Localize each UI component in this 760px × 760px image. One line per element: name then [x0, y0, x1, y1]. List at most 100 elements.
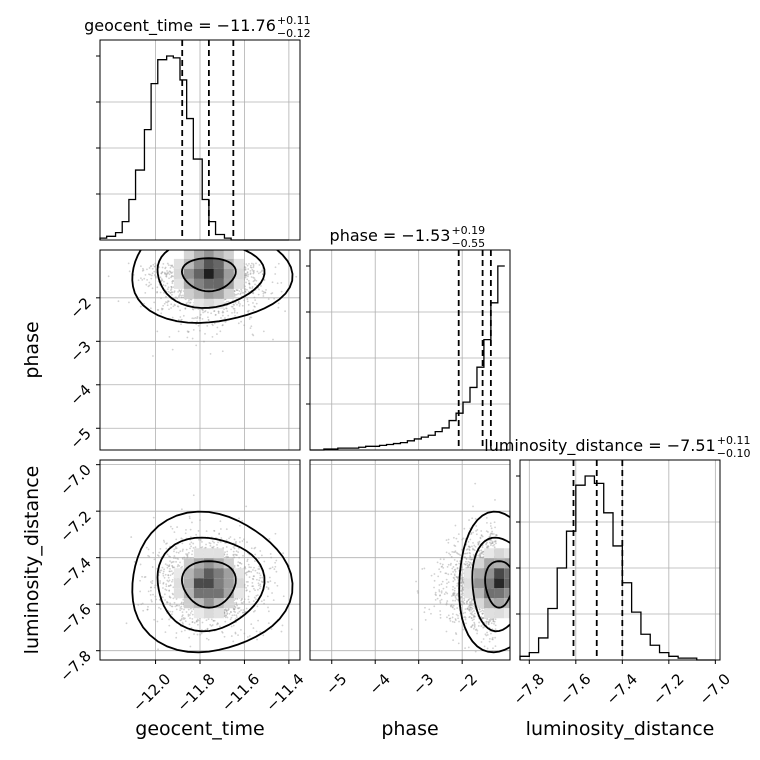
sample-point	[234, 598, 237, 600]
sample-point	[494, 628, 497, 631]
sample-point	[439, 562, 442, 565]
sample-point	[236, 289, 239, 292]
density-cell	[484, 548, 495, 559]
sample-point	[199, 633, 202, 636]
sample-point	[141, 269, 144, 272]
sample-point	[205, 619, 208, 622]
sample-point	[169, 574, 172, 577]
sample-point	[166, 301, 169, 304]
sample-point	[216, 546, 219, 549]
density-cell	[173, 258, 184, 269]
sample-point	[267, 606, 269, 609]
sample-point	[460, 590, 463, 593]
sample-point	[151, 582, 154, 585]
sample-point	[274, 582, 276, 584]
sample-point	[141, 602, 144, 605]
sample-point	[180, 319, 182, 322]
sample-point	[117, 300, 120, 303]
sample-point	[147, 590, 150, 593]
sample-point	[492, 544, 494, 547]
sample-point	[175, 604, 178, 607]
sample-point	[236, 564, 239, 567]
sample-point	[445, 602, 448, 604]
sample-point	[452, 592, 455, 594]
sample-point	[452, 592, 455, 595]
sample-point	[468, 545, 470, 548]
sample-point	[430, 574, 433, 577]
sample-point	[140, 603, 143, 606]
sample-point	[166, 282, 169, 285]
sample-point	[488, 620, 491, 623]
sample-point	[460, 568, 463, 571]
sample-point	[169, 264, 172, 267]
sample-point	[221, 631, 224, 634]
sample-point	[180, 605, 183, 608]
sample-point	[180, 318, 183, 321]
sample-point	[151, 287, 154, 290]
sample-point	[481, 613, 484, 615]
sample-point	[246, 560, 249, 563]
sample-point	[204, 546, 207, 549]
sample-point	[245, 272, 247, 275]
sample-point	[179, 561, 181, 564]
sample-point	[172, 593, 175, 596]
sample-point	[237, 302, 240, 304]
sample-point	[470, 600, 473, 603]
sample-point	[171, 265, 173, 267]
sample-point	[146, 608, 149, 611]
sample-point	[266, 595, 269, 598]
density-cell	[203, 288, 214, 299]
density-cell	[183, 558, 194, 569]
sample-point	[445, 572, 448, 575]
sample-point	[442, 587, 445, 590]
sample-point	[244, 274, 246, 277]
panels-layer	[96, 39, 721, 661]
sample-point	[471, 558, 474, 561]
sample-point	[160, 569, 163, 572]
sample-point	[234, 301, 237, 304]
sample-point	[465, 558, 468, 560]
sample-point	[178, 294, 181, 297]
sample-point	[166, 600, 168, 603]
sample-point	[451, 567, 454, 570]
sample-point	[454, 632, 457, 634]
sample-point	[252, 276, 255, 279]
sample-point	[166, 564, 169, 567]
sample-point	[198, 329, 201, 332]
sample-point	[274, 273, 277, 275]
sample-point	[156, 291, 158, 294]
sample-point	[162, 263, 165, 265]
sample-point	[151, 272, 154, 275]
sample-point	[168, 308, 170, 311]
sample-point	[487, 545, 490, 548]
sample-point	[430, 612, 432, 615]
sample-point	[252, 272, 255, 275]
sample-point	[494, 645, 497, 648]
sample-point	[468, 548, 471, 551]
sample-point	[227, 608, 230, 611]
sample-point	[205, 637, 208, 640]
sample-point	[151, 267, 154, 270]
sample-point	[189, 528, 192, 531]
sample-point	[139, 579, 141, 582]
sample-point	[185, 611, 188, 613]
sample-point	[172, 586, 175, 589]
sample-point	[171, 613, 173, 616]
sample-point	[486, 546, 488, 549]
sample-point	[423, 567, 426, 570]
sample-point	[246, 571, 249, 574]
sample-point	[488, 637, 491, 640]
sample-point	[470, 616, 473, 619]
sample-point	[455, 576, 458, 578]
sample-point	[490, 622, 493, 625]
sample-point	[169, 610, 172, 613]
sample-point	[184, 532, 187, 535]
sample-point	[189, 645, 192, 648]
sample-point	[230, 305, 233, 308]
sample-point	[258, 568, 261, 570]
sample-point	[471, 624, 474, 627]
sample-point	[447, 573, 450, 576]
contour-level-2	[131, 250, 294, 324]
sample-point	[237, 607, 239, 610]
sample-point	[477, 543, 480, 545]
